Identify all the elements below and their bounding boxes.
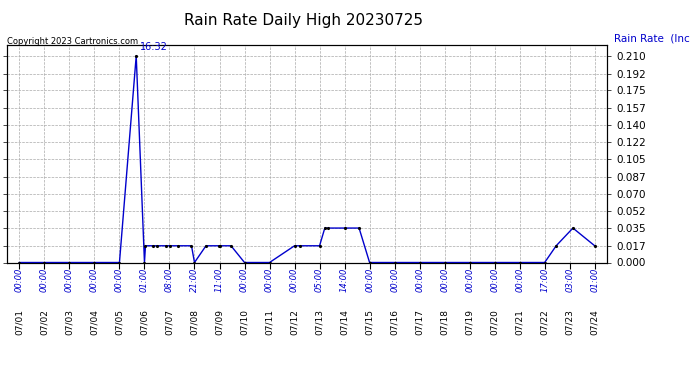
Text: 07/08: 07/08: [190, 309, 199, 335]
Text: 05:00: 05:00: [315, 268, 324, 292]
Text: 07/23: 07/23: [565, 309, 574, 335]
Text: 00:00: 00:00: [240, 268, 249, 292]
Text: 07/07: 07/07: [165, 309, 174, 335]
Text: 00:00: 00:00: [265, 268, 274, 292]
Text: 07/22: 07/22: [540, 309, 549, 335]
Text: 07/17: 07/17: [415, 309, 424, 335]
Text: 00:00: 00:00: [490, 268, 499, 292]
Text: 00:00: 00:00: [440, 268, 449, 292]
Text: 07/15: 07/15: [365, 309, 374, 335]
Text: 11:00: 11:00: [215, 268, 224, 292]
Text: 07/18: 07/18: [440, 309, 449, 335]
Text: 03:00: 03:00: [565, 268, 574, 292]
Text: 07/09: 07/09: [215, 309, 224, 335]
Text: 00:00: 00:00: [465, 268, 474, 292]
Text: 07/24: 07/24: [590, 309, 599, 335]
Text: 07/14: 07/14: [340, 309, 349, 335]
Text: 00:00: 00:00: [415, 268, 424, 292]
Text: 07/10: 07/10: [240, 309, 249, 335]
Text: 07/04: 07/04: [90, 309, 99, 335]
Text: 01:00: 01:00: [140, 268, 149, 292]
Text: 00:00: 00:00: [15, 268, 24, 292]
Text: 07/03: 07/03: [65, 309, 74, 335]
Text: 14:00: 14:00: [340, 268, 349, 292]
Text: 07/01: 07/01: [15, 309, 24, 335]
Text: 07/05: 07/05: [115, 309, 124, 335]
Text: 01:00: 01:00: [590, 268, 599, 292]
Text: 16:32: 16:32: [139, 42, 168, 52]
Text: 17:00: 17:00: [540, 268, 549, 292]
Text: 07/06: 07/06: [140, 309, 149, 335]
Text: 00:00: 00:00: [65, 268, 74, 292]
Text: 07/11: 07/11: [265, 309, 274, 335]
Text: 00:00: 00:00: [90, 268, 99, 292]
Text: 00:00: 00:00: [290, 268, 299, 292]
Text: 07/16: 07/16: [390, 309, 399, 335]
Text: 07/02: 07/02: [40, 309, 49, 335]
Text: 07/20: 07/20: [490, 309, 499, 335]
Text: 00:00: 00:00: [115, 268, 124, 292]
Text: Rain Rate Daily High 20230725: Rain Rate Daily High 20230725: [184, 13, 423, 28]
Text: 21:00: 21:00: [190, 268, 199, 292]
Text: 00:00: 00:00: [515, 268, 524, 292]
Text: 07/19: 07/19: [465, 309, 474, 335]
Text: 07/12: 07/12: [290, 309, 299, 335]
Text: 00:00: 00:00: [390, 268, 399, 292]
Text: 07/21: 07/21: [515, 309, 524, 335]
Text: 00:00: 00:00: [365, 268, 374, 292]
Text: 07/13: 07/13: [315, 309, 324, 335]
Text: Rain Rate  (Inches/Hour): Rain Rate (Inches/Hour): [614, 34, 690, 44]
Text: 00:00: 00:00: [40, 268, 49, 292]
Text: Copyright 2023 Cartronics.com: Copyright 2023 Cartronics.com: [7, 38, 138, 46]
Text: 08:00: 08:00: [165, 268, 174, 292]
